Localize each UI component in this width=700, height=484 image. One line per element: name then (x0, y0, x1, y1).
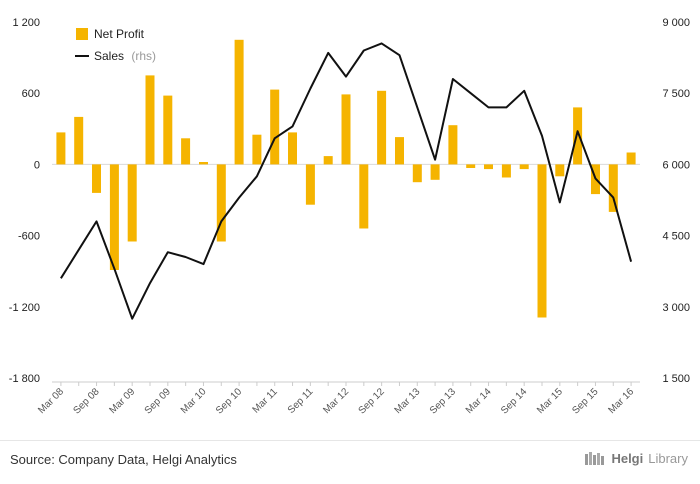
net-profit-bar (626, 152, 636, 165)
legend-label-sales-name: Sales (94, 49, 124, 63)
net-profit-bar (92, 164, 101, 193)
legend-label-sales-suffix: (rhs) (131, 49, 156, 63)
left-y-axis: -1 800 -1 200 -600 0 600 1 200 (9, 17, 40, 385)
right-y-tick-label: 3 000 (662, 302, 690, 314)
sales-line-group (60, 42, 633, 320)
sales-line (60, 42, 633, 320)
net-profit-bar (466, 164, 476, 168)
net-profit-bar (537, 164, 547, 318)
net-profit-bar (252, 134, 262, 165)
x-tick-label: Sep 15 (570, 386, 600, 416)
net-profit-bar (501, 164, 511, 178)
net-profit-bar (109, 164, 119, 270)
source-note: Source: Company Data, Helgi Analytics (10, 452, 237, 467)
legend-swatch-net-profit (76, 28, 88, 40)
net-profit-bar (288, 132, 297, 165)
x-tick-label: Mar 15 (535, 386, 565, 416)
net-profit-bar (448, 125, 458, 165)
combo-chart: -1 800 -1 200 -600 0 600 1 200 1 500 3 000 4 50… (9, 17, 690, 417)
x-tick-label: Mar 16 (606, 386, 636, 416)
net-profit-bar (216, 164, 226, 242)
logo-word-library: Library (648, 450, 688, 466)
left-y-tick-label: 600 (22, 88, 40, 100)
net-profit-bar (145, 75, 155, 165)
legend-label-sales: Sales (rhs) (94, 49, 156, 63)
x-tick-label: Sep 14 (499, 386, 529, 416)
net-profit-bar (377, 90, 387, 165)
left-y-tick-label: -600 (18, 231, 40, 243)
net-profit-bar (323, 156, 333, 165)
x-tick-label: Mar 10 (179, 386, 209, 416)
footer: Source: Company Data, Helgi Analytics He… (0, 440, 700, 484)
net-profit-bar (395, 137, 404, 165)
left-y-tick-label: 0 (34, 159, 40, 171)
x-tick-label: Sep 12 (357, 386, 387, 416)
chart-area: -1 800 -1 200 -600 0 600 1 200 1 500 3 000 4 50… (9, 17, 690, 417)
net-profit-bar (199, 162, 208, 165)
net-profit-bar (234, 39, 244, 165)
right-y-tick-label: 6 000 (662, 159, 690, 171)
net-profit-bar (181, 138, 191, 165)
right-y-axis: 1 500 3 000 4 500 6 000 7 500 9 000 (662, 17, 690, 385)
x-tick-label: Mar 12 (321, 386, 351, 416)
legend-label-net-profit: Net Profit (94, 27, 145, 41)
helgi-library-logo: Helgi Library (584, 450, 688, 466)
x-tick-label: Sep 08 (71, 386, 101, 416)
x-tick-label: Mar 08 (36, 386, 66, 416)
right-y-tick-label: 1 500 (662, 373, 690, 385)
net-profit-bar (359, 164, 369, 229)
x-tick-label: Sep 10 (214, 386, 244, 416)
net-profit-bar (56, 132, 66, 165)
x-tick-label: Sep 13 (428, 386, 458, 416)
right-y-tick-label: 4 500 (662, 231, 690, 243)
library-books-icon (585, 452, 605, 465)
net-profit-bar (555, 164, 565, 177)
net-profit-bars (56, 39, 636, 318)
left-y-tick-label: -1 200 (9, 302, 40, 314)
net-profit-bar (305, 164, 315, 205)
net-profit-bar (573, 107, 583, 165)
left-y-tick-label: 1 200 (12, 17, 40, 29)
right-y-tick-label: 9 000 (662, 17, 690, 29)
left-y-tick-label: -1 800 (9, 373, 40, 385)
x-tick-label: Mar 13 (393, 386, 423, 416)
net-profit-bar (608, 164, 618, 212)
net-profit-bar (163, 95, 173, 165)
x-tick-label: Mar 14 (464, 386, 494, 416)
net-profit-bar (484, 164, 493, 170)
net-profit-bar (519, 164, 529, 170)
right-y-tick-label: 7 500 (662, 88, 690, 100)
legend: Net Profit Sales (rhs) (75, 27, 156, 63)
x-tick-label: Sep 09 (143, 386, 173, 416)
x-tick-label: Mar 09 (108, 386, 138, 416)
logo-word-helgi: Helgi (611, 450, 644, 466)
net-profit-bar (74, 116, 84, 165)
x-tick-label: Sep 11 (286, 386, 316, 416)
net-profit-bar (430, 164, 440, 180)
net-profit-bar (412, 164, 422, 183)
x-tick-label: Mar 11 (251, 386, 281, 416)
x-axis: Mar 08 Sep 08 Mar 09 Sep 09 Mar 10 Sep 10 Mar … (36, 381, 640, 417)
net-profit-bar (270, 89, 280, 165)
net-profit-bar (127, 164, 137, 242)
net-profit-bar (341, 94, 351, 165)
